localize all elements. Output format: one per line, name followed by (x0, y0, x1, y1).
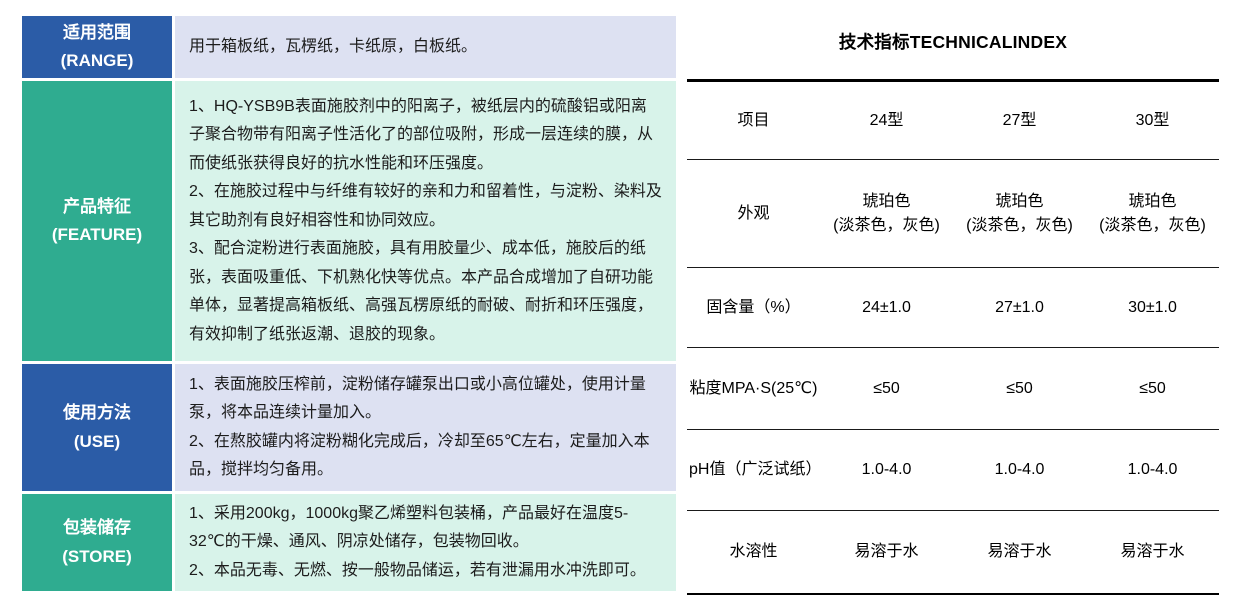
tech-cell-value: 琥珀色 (淡茶色，灰色) (966, 193, 1073, 234)
spec-header-use: 使用方法 (USE) (22, 364, 172, 491)
spec-header-range-en: (RANGE) (60, 51, 134, 70)
spec-header-use-en: (USE) (73, 431, 121, 451)
tech-cell-value: 琥珀色 (淡茶色，灰色) (833, 193, 940, 234)
tech-row-label: 外观 (737, 204, 770, 222)
tech-cell-value: 24±1.0 (862, 298, 911, 316)
tech-cell-value: 1.0-4.0 (1127, 461, 1178, 479)
spec-header-use-cn: 使用方法 (63, 403, 131, 423)
spec-header-store-cn: 包装储存 (63, 518, 131, 538)
tech-col-header-item: 项目 (737, 111, 770, 129)
tech-cell-value: 30±1.0 (1128, 298, 1177, 316)
tech-row-viscosity: 粘度MPA·S(25℃) ≤50 ≤50 ≤50 (687, 348, 1219, 430)
tech-table-title: 技术指标TECHNICALINDEX (838, 31, 1068, 52)
spec-header-range-cn: 适用范围 (63, 22, 131, 42)
spec-header-feature-en: (FEATURE) (51, 225, 143, 244)
tech-cell-value: 易溶于水 (854, 543, 919, 561)
tech-cell-value: ≤50 (1006, 379, 1033, 397)
tech-row-water-solubility: 水溶性 易溶于水 易溶于水 易溶于水 (687, 511, 1219, 593)
spec-content-feature: 1、HQ-YSB9B表面施胶剂中的阳离子，被纸层内的硫酸铝或阳离子聚合物带有阳离… (175, 81, 676, 361)
tech-row-label: pH值（广泛试纸） (689, 461, 822, 479)
tech-row-appearance: 外观 琥珀色 (淡茶色，灰色) 琥珀色 (淡茶色，灰色) 琥珀色 (淡茶色，灰色… (687, 160, 1219, 268)
feature-paragraph-3: 3、配合淀粉进行表面施胶，具有用胶量少、成本低，施胶后的纸张，表面吸重低、下机熟… (189, 240, 654, 343)
spec-content-range: 用于箱板纸，瓦楞纸，卡纸原，白板纸。 (175, 16, 676, 78)
tech-row-solid-content: 固含量（%） 24±1.0 27±1.0 30±1.0 (687, 268, 1219, 348)
tech-row-label: 粘度MPA·S(25℃) (689, 379, 818, 397)
tech-col-header-27: 27型 (1002, 111, 1037, 129)
range-paragraph: 用于箱板纸，瓦楞纸，卡纸原，白板纸。 (189, 37, 478, 55)
store-paragraph-2: 2、本品无毒、无燃、按一般物品储运，若有泄漏用水冲洗即可。 (189, 561, 646, 579)
tech-cell-value: 琥珀色 (淡茶色，灰色) (1099, 193, 1206, 234)
tech-cell-value: 易溶于水 (987, 543, 1052, 561)
use-paragraph-2: 2、在熬胶罐内将淀粉糊化完成后，冷却至65℃左右，定量加入本品，搅拌均匀备用。 (189, 432, 650, 478)
spec-header-feature-cn: 产品特征 (63, 196, 131, 216)
tech-row-label: 水溶性 (729, 543, 778, 561)
feature-paragraph-2: 2、在施胶过程中与纤维有较好的亲和力和留着性，与淀粉、染料及其它助剂有良好相容性… (189, 183, 662, 229)
tech-index-table: 技术指标TECHNICALINDEX 项目 24型 27型 30型 外观 琥珀色… (687, 20, 1219, 595)
spec-header-store-en: (STORE) (62, 546, 132, 566)
tech-cell-value: 1.0-4.0 (994, 461, 1045, 479)
tech-cell-value: 27±1.0 (995, 298, 1044, 316)
tech-col-header-24: 24型 (869, 111, 904, 129)
tech-cell-value: 1.0-4.0 (861, 461, 912, 479)
tech-header-row: 项目 24型 27型 30型 (687, 82, 1219, 160)
spec-content-store: 1、采用200kg，1000kg聚乙烯塑料包装桶，产品最好在温度5-32℃的干燥… (175, 494, 676, 591)
spec-content-use: 1、表面施胶压榨前，淀粉储存罐泵出口或小高位罐处，使用计量泵，将本品连续计量加入… (175, 364, 676, 491)
spec-header-store: 包装储存 (STORE) (22, 494, 172, 591)
tech-row-ph: pH值（广泛试纸） 1.0-4.0 1.0-4.0 1.0-4.0 (687, 430, 1219, 511)
tech-cell-value: 易溶于水 (1120, 543, 1185, 561)
tech-row-label: 固含量（%） (706, 298, 801, 316)
spec-table: 适用范围 (RANGE) 用于箱板纸，瓦楞纸，卡纸原，白板纸。 产品特征 (FE… (22, 16, 676, 591)
use-paragraph-1: 1、表面施胶压榨前，淀粉储存罐泵出口或小高位罐处，使用计量泵，将本品连续计量加入… (189, 375, 646, 422)
spec-header-range: 适用范围 (RANGE) (22, 16, 172, 78)
feature-paragraph-1: 1、HQ-YSB9B表面施胶剂中的阳离子，被纸层内的硫酸铝或阳离子聚合物带有阳离… (189, 97, 654, 172)
tech-cell-value: ≤50 (1139, 379, 1166, 397)
store-paragraph-1: 1、采用200kg，1000kg聚乙烯塑料包装桶，产品最好在温度5-32℃的干燥… (189, 504, 629, 551)
spec-header-feature: 产品特征 (FEATURE) (22, 81, 172, 361)
tech-col-header-30: 30型 (1135, 111, 1170, 129)
tech-cell-value: ≤50 (873, 379, 900, 397)
tech-table-grid: 项目 24型 27型 30型 外观 琥珀色 (淡茶色，灰色) 琥珀色 (淡茶色，… (687, 79, 1219, 595)
